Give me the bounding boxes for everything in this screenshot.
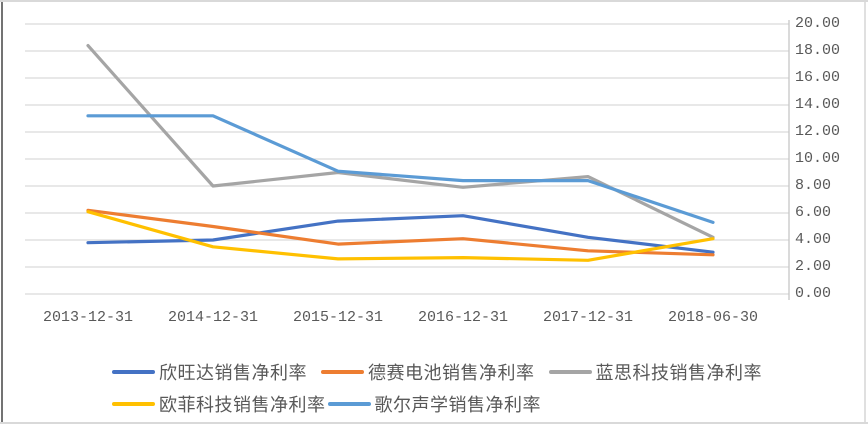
y-tick-label: 4.00	[795, 231, 832, 248]
legend-swatch	[112, 402, 155, 406]
y-tick-label: 14.00	[795, 96, 841, 113]
legend-label: 欣旺达销售净利率	[159, 363, 307, 384]
y-tick-label: 10.00	[795, 150, 841, 167]
legend-label: 欧菲科技销售净利率	[159, 395, 326, 416]
legend-item: 欣旺达销售净利率	[112, 359, 307, 385]
series-line-4	[86, 114, 715, 224]
legend-item: 歌尔声学销售净利率	[327, 391, 542, 417]
legend-row: 欣旺达销售净利率 德赛电池销售净利率 蓝思科技销售净利率	[112, 356, 762, 388]
legend-swatch	[327, 402, 371, 406]
legend-label: 德赛电池销售净利率	[368, 363, 535, 384]
y-tick-label: 16.00	[795, 69, 841, 86]
x-tick-label: 2014-12-31	[167, 309, 258, 326]
x-tick-label: 2013-12-31	[42, 309, 133, 326]
legend-swatch	[548, 370, 592, 374]
legend-label: 歌尔声学销售净利率	[374, 395, 541, 416]
x-tick-label: 2016-12-31	[417, 309, 508, 326]
legend-swatch	[321, 370, 364, 374]
x-tick-label: 2017-12-31	[542, 309, 633, 326]
y-tick-label: 12.00	[795, 123, 841, 140]
y-tick-label: 8.00	[795, 177, 832, 194]
legend-item: 欧菲科技销售净利率	[112, 391, 326, 417]
chart-border-bottom	[0, 422, 868, 424]
x-tick-label: 2015-12-31	[292, 309, 383, 326]
y-tick-label: 6.00	[795, 204, 832, 221]
chart-border-right	[864, 2, 866, 422]
y-tick-label: 18.00	[795, 42, 841, 59]
chart-legend: 欣旺达销售净利率 德赛电池销售净利率 蓝思科技销售净利率欧菲科技销售净利率 歌尔声学销…	[112, 356, 762, 420]
series-line-2	[86, 43, 715, 239]
chart-border-top	[0, 0, 868, 2]
legend-row: 欧菲科技销售净利率 歌尔声学销售净利率	[112, 388, 762, 420]
x-tick-label: 2018-06-30	[667, 309, 758, 326]
legend-item: 德赛电池销售净利率	[321, 359, 535, 385]
y-tick-label: 2.00	[795, 258, 832, 275]
series-line-1	[86, 208, 715, 257]
series-line-3	[86, 210, 715, 262]
y-tick-label: 20.00	[795, 15, 841, 32]
y-tick-label: 0.00	[795, 285, 832, 302]
chart-border-left	[1, 2, 3, 422]
legend-label: 蓝思科技销售净利率	[595, 363, 762, 384]
legend-item: 蓝思科技销售净利率	[548, 359, 763, 385]
legend-swatch	[112, 370, 155, 374]
